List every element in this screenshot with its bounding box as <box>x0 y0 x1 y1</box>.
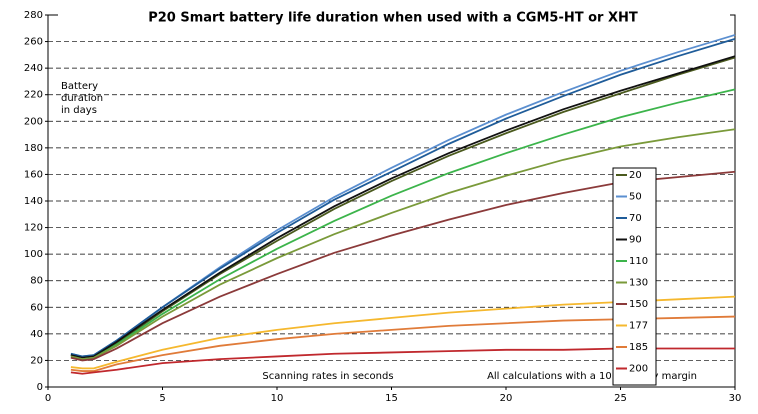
y-tick-label: 120 <box>24 223 43 234</box>
series-line <box>70 38 736 358</box>
x-tick-label: 30 <box>729 393 742 404</box>
y-axis-label: Battery duration in days <box>61 81 104 116</box>
x-tick-label: 0 <box>45 393 51 404</box>
y-tick-label: 80 <box>30 276 43 287</box>
annotation: All calculations with a 10 % safety marg… <box>487 371 697 382</box>
legend-label: 185 <box>629 342 648 353</box>
series-line <box>70 170 736 362</box>
series-line <box>70 347 735 375</box>
series-line <box>70 55 736 359</box>
legend-label: 200 <box>629 364 648 375</box>
x-tick-label: 15 <box>385 393 398 404</box>
legend-label: 130 <box>629 278 648 289</box>
y-tick-label: 140 <box>24 196 43 207</box>
y-tick-label: 160 <box>24 169 43 180</box>
x-tick-label: 25 <box>614 393 627 404</box>
y-tick-label: 280 <box>24 10 43 21</box>
y-tick-label: 40 <box>30 329 43 340</box>
x-tick-label: 10 <box>271 393 284 404</box>
y-tick-label: 220 <box>24 90 43 101</box>
legend-label: 70 <box>629 213 642 224</box>
y-tick-label: 0 <box>37 382 43 393</box>
series-line <box>70 315 736 372</box>
y-tick-label: 260 <box>24 37 43 48</box>
y-tick-label: 240 <box>24 63 43 74</box>
title-box <box>58 7 730 27</box>
chart-title: P20 Smart battery life duration when use… <box>148 11 638 26</box>
x-axis-label: Scanning rates in seconds <box>262 371 393 382</box>
y-tick-label: 60 <box>30 302 43 313</box>
series-line <box>70 295 736 370</box>
y-tick-label: 20 <box>30 355 43 366</box>
y-tick-label: 100 <box>24 249 43 260</box>
y-tick-label: 200 <box>24 116 43 127</box>
legend-label: 110 <box>629 256 648 267</box>
series-line <box>70 128 736 361</box>
x-tick-label: 5 <box>159 393 165 404</box>
x-tick-label: 20 <box>500 393 513 404</box>
legend-label: 90 <box>629 235 642 246</box>
legend-label: 150 <box>629 299 648 310</box>
legend-label: 177 <box>629 321 648 332</box>
y-tick-label: 180 <box>24 143 43 154</box>
legend-label: 50 <box>629 192 642 203</box>
legend-label: 20 <box>629 170 642 181</box>
legend-box <box>612 167 657 386</box>
